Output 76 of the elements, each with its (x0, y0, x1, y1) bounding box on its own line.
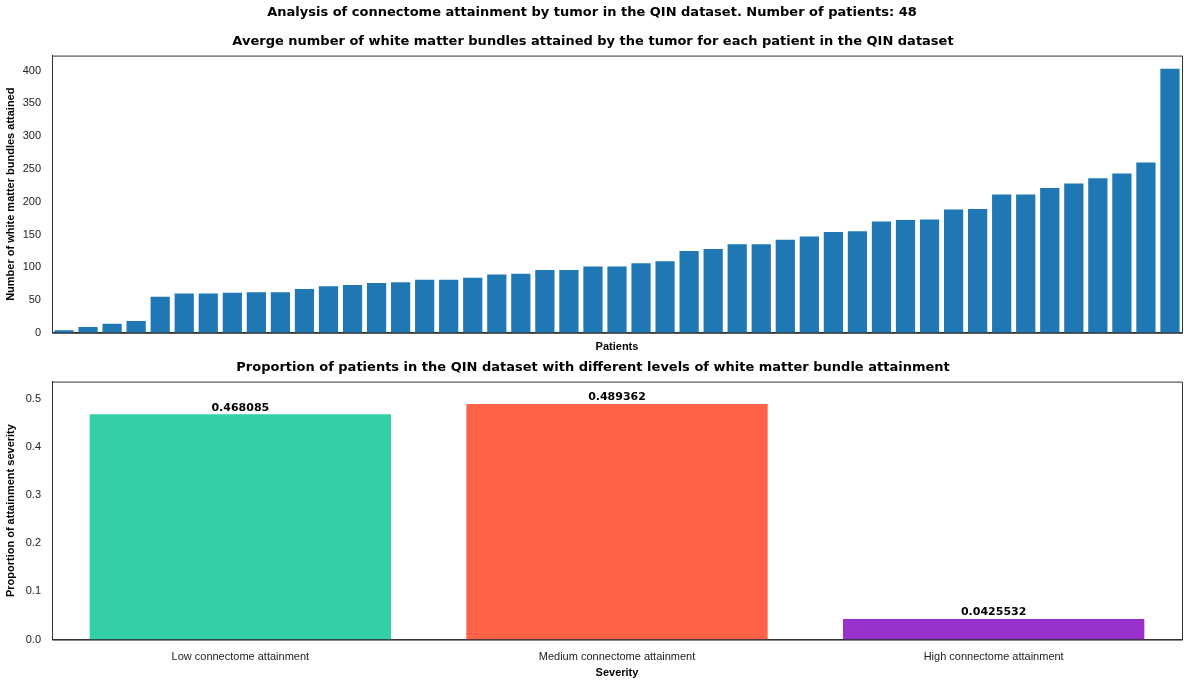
y-axis-title: Proportion of attainment severity (3, 423, 16, 598)
y-tick-label: 400 (22, 63, 41, 76)
bar (246, 292, 266, 333)
bar (559, 269, 579, 333)
y-tick-label: 0 (34, 325, 41, 338)
bar (415, 279, 435, 333)
bar (843, 619, 1145, 640)
bar (679, 250, 699, 333)
bar (342, 284, 363, 333)
bar (775, 239, 795, 333)
y-tick-label: 50 (28, 293, 41, 306)
bar (1088, 178, 1108, 333)
x-axis-title: Patients (595, 340, 639, 353)
bar (126, 321, 146, 333)
bar (1064, 183, 1084, 333)
data-label: 0.0425532 (960, 605, 1027, 619)
bar (294, 288, 315, 333)
bar (511, 273, 531, 333)
data-label: 0.468085 (211, 400, 270, 414)
x-tick-label: High connectome attainment (923, 650, 1064, 663)
bar (943, 209, 964, 333)
bar (823, 231, 843, 333)
bar (535, 269, 555, 333)
bar (655, 261, 675, 333)
bar (439, 279, 459, 333)
y-tick-label: 250 (22, 162, 41, 174)
bar (1016, 194, 1036, 333)
bar (150, 296, 170, 333)
chart-title: Proportion of patients in the QIN dataset with different levels of white matter bundle attainment (236, 359, 950, 375)
y-tick-label: 0.1 (25, 584, 41, 597)
bar (919, 219, 940, 333)
bar (727, 244, 747, 333)
bar (992, 194, 1012, 333)
y-tick-label: 300 (22, 129, 41, 142)
y-tick-label: 350 (22, 96, 41, 109)
bar (1136, 162, 1156, 333)
y-tick-label: 0.5 (25, 391, 41, 404)
bar (466, 404, 768, 640)
bar (487, 274, 507, 333)
bar (871, 221, 892, 333)
y-tick-label: 200 (22, 194, 41, 207)
bar (703, 248, 723, 333)
x-axis-title: Severity (595, 666, 640, 679)
bar (895, 220, 916, 333)
y-tick-label: 0.3 (25, 488, 41, 501)
y-axis-title: Number of white matter bundles attained (3, 87, 16, 301)
bar (174, 293, 194, 333)
bar (1040, 187, 1060, 333)
y-tick-label: 0.2 (25, 536, 41, 549)
bar (847, 231, 868, 333)
x-tick-label: Medium connectome attainment (538, 650, 696, 663)
y-tick-label: 100 (22, 260, 41, 273)
bar (607, 266, 627, 333)
text: Analysis of connectome attainment by tumor in the QIN dataset. Number of patients: 48 (266, 3, 918, 21)
bar (222, 292, 242, 333)
bar (391, 282, 411, 333)
data-label: 0.489362 (588, 390, 646, 404)
y-tick-label: 0.4 (25, 440, 41, 453)
x-tick-label: Low connectome attainment (171, 650, 310, 663)
bar (89, 414, 391, 640)
bar (198, 293, 218, 333)
y-tick-label: 0.0 (25, 632, 41, 645)
bar (751, 244, 771, 333)
y-tick-label: 150 (22, 227, 41, 240)
bar (463, 277, 483, 333)
bar (968, 208, 988, 333)
bar (1112, 173, 1132, 333)
bar (799, 236, 819, 333)
bar (583, 266, 603, 333)
bar (102, 323, 122, 333)
bar (318, 286, 339, 333)
bar (270, 292, 291, 333)
bar (1160, 68, 1180, 333)
bar (366, 283, 387, 333)
bar (631, 263, 651, 333)
chart-title: Averge number of white matter bundles attained by the tumor for each patient in the QIN dataset (232, 33, 954, 49)
